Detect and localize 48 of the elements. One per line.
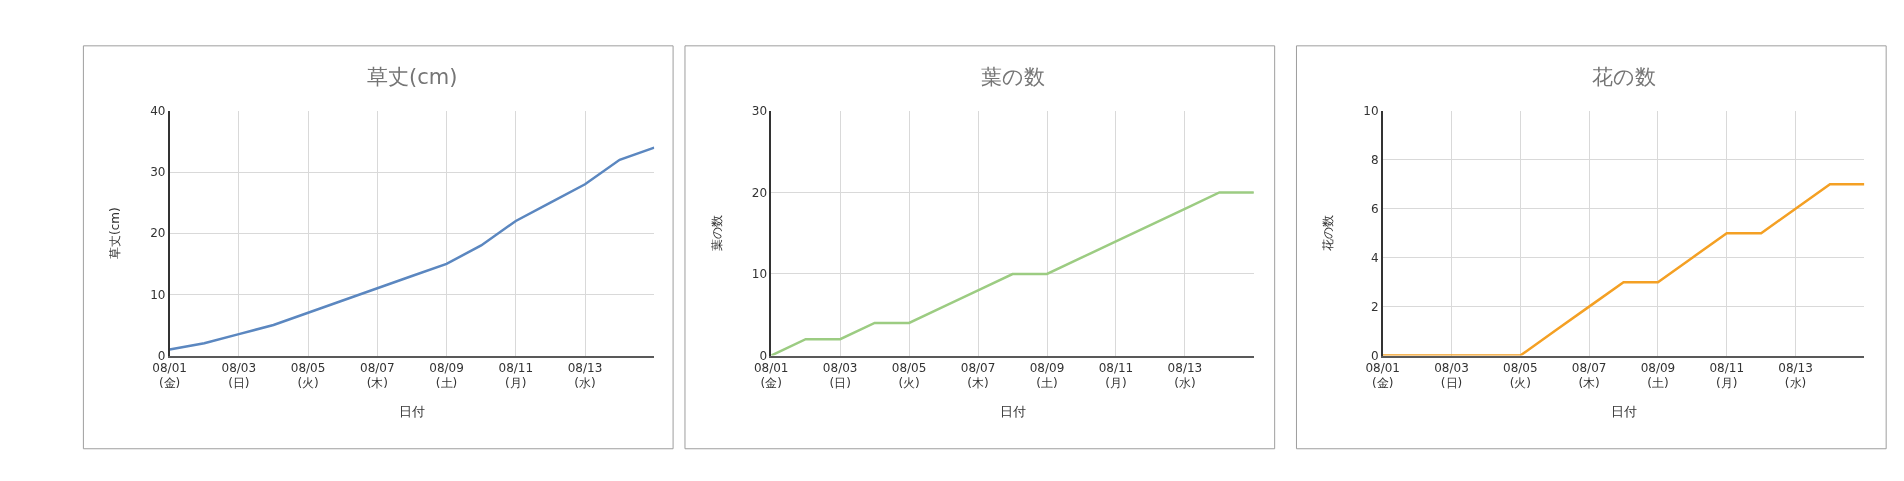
x-tick-label: 08/01 (金) <box>753 360 789 391</box>
x-axis-title: 日付 <box>1610 404 1637 420</box>
x-axis-title: 日付 <box>999 404 1026 420</box>
y-tick-label: 10 <box>1363 104 1379 119</box>
x-tick-label: 08/09 (土) <box>1029 360 1065 391</box>
y-tick-label: 10 <box>751 267 768 282</box>
line-series <box>169 146 655 351</box>
y-axis-title: 草丈(cm) <box>107 207 122 260</box>
y-tick-label: 10 <box>150 287 166 302</box>
x-tick-label: 08/05 (火) <box>290 360 326 391</box>
x-tick-label: 08/07 (木) <box>1571 360 1607 391</box>
x-tick-label: 08/03 (日) <box>1434 360 1469 391</box>
y-tick-label: 20 <box>150 226 166 241</box>
x-tick-label: 08/07 (木) <box>360 360 395 391</box>
x-tick-label: 08/03 (日) <box>822 360 858 391</box>
y-tick-label: 2 <box>1370 299 1379 314</box>
x-tick-label: 08/07 (木) <box>960 360 996 391</box>
y-tick-label: 0 <box>759 348 768 363</box>
chart-title: 花の数 <box>1592 65 1656 89</box>
line-series <box>771 191 1254 356</box>
x-tick-label: 08/01 (金) <box>1365 360 1400 391</box>
y-tick-label: 8 <box>1370 153 1379 168</box>
x-tick-label: 08/13 (水) <box>1167 360 1203 391</box>
chart-title: 草丈(cm) <box>367 65 458 89</box>
x-tick-label: 08/05 (火) <box>891 360 927 391</box>
y-tick-label: 0 <box>1370 348 1379 363</box>
x-tick-label: 08/09 (土) <box>429 360 464 391</box>
x-tick-label: 08/13 (水) <box>1778 360 1813 391</box>
x-tick-label: 08/11 (月) <box>498 360 534 391</box>
x-tick-label: 08/05 (火) <box>1503 360 1538 391</box>
x-axis-title: 日付 <box>398 404 425 420</box>
x-tick-label: 08/13 (水) <box>567 360 603 391</box>
y-tick-label: 0 <box>157 348 166 363</box>
line-series <box>1382 183 1865 356</box>
y-axis-title: 葉の数 <box>709 215 724 252</box>
x-tick-label: 08/11 (月) <box>1098 360 1134 391</box>
y-tick-label: 4 <box>1370 250 1379 265</box>
y-axis-title: 花の数 <box>1321 215 1336 252</box>
x-tick-label: 08/11 (月) <box>1709 360 1745 391</box>
x-tick-label: 08/01 (金) <box>152 360 187 391</box>
y-tick-label: 40 <box>150 104 166 119</box>
y-tick-label: 6 <box>1370 201 1379 216</box>
y-tick-label: 30 <box>150 165 166 180</box>
x-tick-label: 08/09 (土) <box>1640 360 1676 391</box>
y-tick-label: 20 <box>751 185 768 200</box>
x-tick-label: 08/03 (日) <box>221 360 257 391</box>
chart-title: 葉の数 <box>981 65 1045 89</box>
y-tick-label: 30 <box>751 104 768 119</box>
